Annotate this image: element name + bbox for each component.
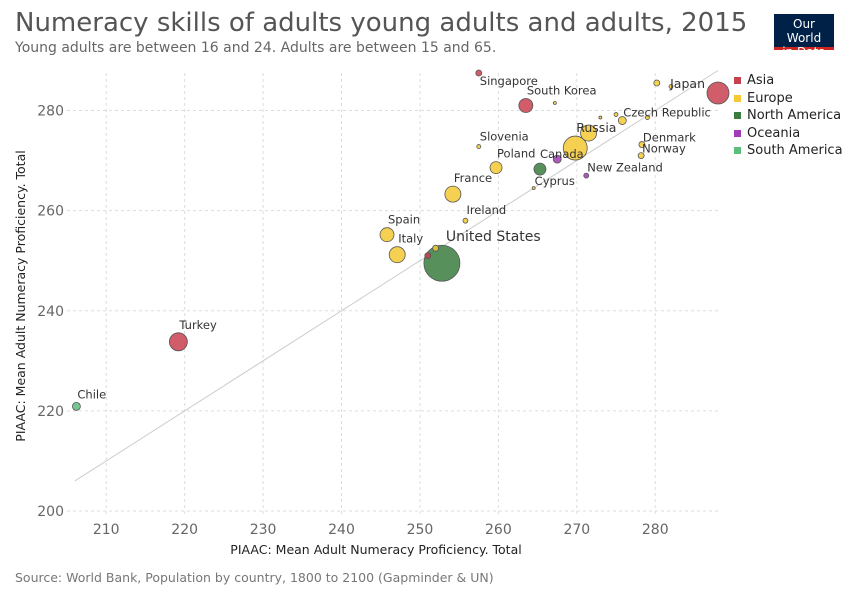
point-south-korea[interactable] [518,98,534,113]
point-japan[interactable] [706,81,730,105]
point-unlabeled-17[interactable] [432,244,440,252]
point-label: Denmark [643,131,696,145]
legend-swatch [734,77,741,85]
reference-line [74,70,719,482]
point-ireland[interactable] [462,217,469,224]
x-tick-label: 230 [250,522,277,538]
legend-swatch [734,94,741,102]
x-tick-label: 250 [407,522,434,538]
point-france[interactable] [444,185,462,203]
x-axis-label: PIAAC: Mean Adult Numeracy Proficiency. … [230,542,521,557]
legend-item-south-america[interactable]: South America [734,142,843,160]
logo-line-1: Our World [786,17,822,45]
point-label: Chile [77,387,106,401]
legend-label: South America [747,143,843,159]
y-tick-label: 220 [37,404,64,420]
point-italy[interactable] [388,246,406,264]
point-label: South Korea [527,84,597,98]
source-note: Source: World Bank, Population by countr… [15,570,494,585]
chart-title: Numeracy skills of adults young adults a… [15,8,748,38]
x-tick-label: 260 [485,522,512,538]
point-russia[interactable] [562,135,588,161]
point-cyprus[interactable] [531,186,536,191]
x-tick-label: 240 [328,522,355,538]
chart-subtitle: Young adults are between 16 and 24. Adul… [15,40,497,56]
point-unlabeled-22[interactable] [598,115,603,120]
legend: Asia Europe North America Oceania South Amer… [734,72,843,160]
point-spain[interactable] [379,227,395,243]
point-chile[interactable] [72,401,81,411]
point-label: Turkey [178,318,217,332]
point-slovenia[interactable] [476,144,482,149]
point-canada[interactable] [533,162,547,176]
axes: 210 220 230 240 250 260 270 280 200 220 240 260 280 [37,104,668,538]
legend-label: Europe [747,90,793,106]
point-label: Poland [497,147,535,161]
y-tick-label: 200 [37,504,64,520]
point-label: France [454,171,492,185]
point-label: Italy [398,232,423,246]
grid [67,73,718,516]
point-unlabeled-27[interactable] [552,154,562,164]
point-singapore[interactable] [475,69,483,77]
point-label: Slovenia [480,130,529,144]
point-unlabeled-7[interactable] [580,124,597,142]
point-label: Canada [540,147,584,161]
point-poland[interactable] [489,161,503,175]
data-points [72,69,730,411]
point-label: New Zealand [587,161,663,175]
point-unlabeled-20[interactable] [552,101,557,105]
point-new-zealand[interactable] [583,172,590,179]
point-label: Norway [642,142,686,156]
point-label: United States [446,229,541,245]
point-unlabeled-23[interactable] [645,115,650,120]
point-label: Ireland [466,203,506,217]
y-tick-label: 260 [37,204,64,220]
point-label: Spain [388,213,420,227]
x-tick-label: 270 [563,522,590,538]
point-label: Singapore [480,74,538,88]
point-turkey[interactable] [168,332,188,352]
x-tick-label: 280 [642,522,669,538]
legend-item-north-america[interactable]: North America [734,107,843,125]
point-unlabeled-18[interactable] [653,79,661,87]
point-label: Japan [669,76,705,91]
legend-label: North America [747,108,842,124]
point-unlabeled-4[interactable] [424,252,432,260]
point-label: Cyprus [535,174,575,188]
point-united-states[interactable] [423,244,461,282]
point-unlabeled-19[interactable] [668,84,674,89]
legend-item-oceania[interactable]: Oceania [734,125,843,143]
legend-swatch [734,112,741,120]
point-unlabeled-21[interactable] [613,112,619,117]
point-czech-republic[interactable] [617,116,627,125]
y-tick-label: 280 [37,104,64,120]
x-tick-label: 220 [171,522,198,538]
y-tick-label: 240 [37,304,64,320]
y-axis-label: PIAAC: Mean Adult Numeracy Proficiency. … [13,150,28,441]
x-tick-label: 210 [93,522,120,538]
logo-line-2: in Data [782,45,826,59]
point-label: Czech Republic [623,106,711,120]
legend-label: Asia [747,73,775,89]
point-label: Russia [576,120,616,135]
point-norway[interactable] [637,152,645,159]
legend-label: Oceania [747,125,801,141]
legend-swatch [734,147,741,155]
legend-item-europe[interactable]: Europe [734,90,843,108]
owid-logo[interactable]: Our World in Data [774,14,834,59]
legend-swatch [734,129,741,137]
point-denmark[interactable] [638,141,646,148]
legend-item-asia[interactable]: Asia [734,72,843,90]
